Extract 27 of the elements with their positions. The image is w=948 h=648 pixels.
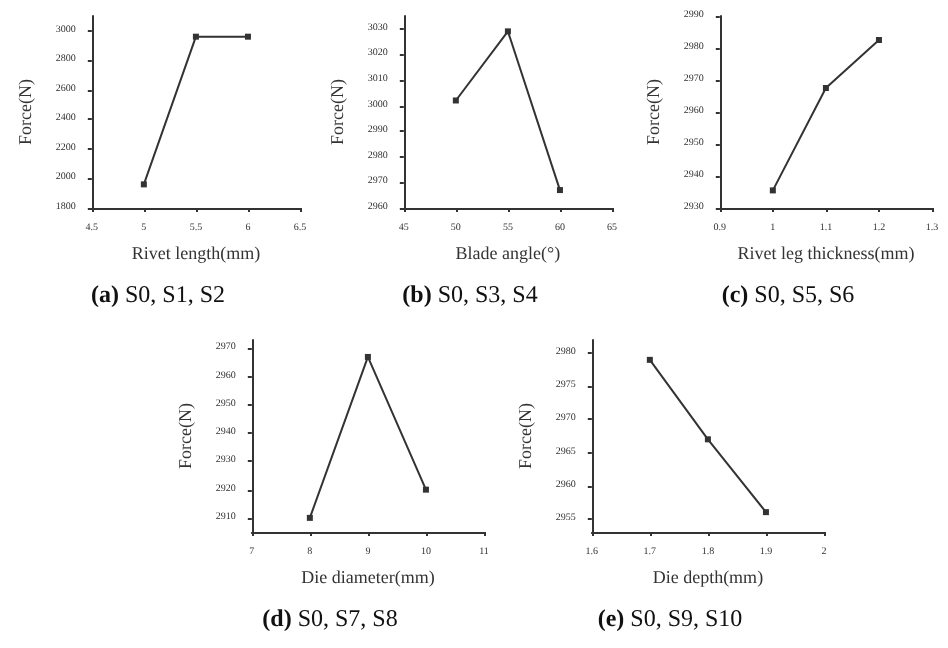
point: [452, 97, 459, 104]
x-axis-title: Rivet length(mm): [131, 242, 261, 263]
point: [306, 514, 313, 521]
y-axis-title: Force(N): [643, 79, 663, 145]
x-axis-title: Die depth(mm): [652, 566, 764, 587]
text: (b) S0, S3, S4: [402, 280, 538, 308]
text: (a) S0, S1, S2: [90, 280, 226, 308]
y-axis-title: Force(N): [175, 403, 195, 469]
point: [646, 356, 653, 363]
point: [364, 353, 371, 360]
y-axis-title: Force(N): [15, 79, 35, 145]
y-axis-title: Force(N): [515, 403, 535, 469]
x-axis-title: Rivet leg thickness(mm): [737, 242, 915, 263]
text: (e) S0, S9, S10: [597, 604, 743, 632]
point: [556, 187, 563, 194]
point: [875, 37, 882, 43]
text: (d) S0, S7, S8: [262, 604, 398, 632]
point: [769, 187, 776, 194]
point: [822, 85, 829, 91]
point: [504, 28, 511, 35]
text: (c) S0, S5, S6: [721, 280, 855, 308]
y-axis-title: Force(N): [327, 79, 347, 145]
x-axis-title: Blade angle(°): [455, 242, 561, 263]
point: [704, 436, 711, 443]
point: [422, 486, 429, 493]
point: [762, 509, 769, 516]
x-axis-title: Die diameter(mm): [301, 566, 435, 587]
